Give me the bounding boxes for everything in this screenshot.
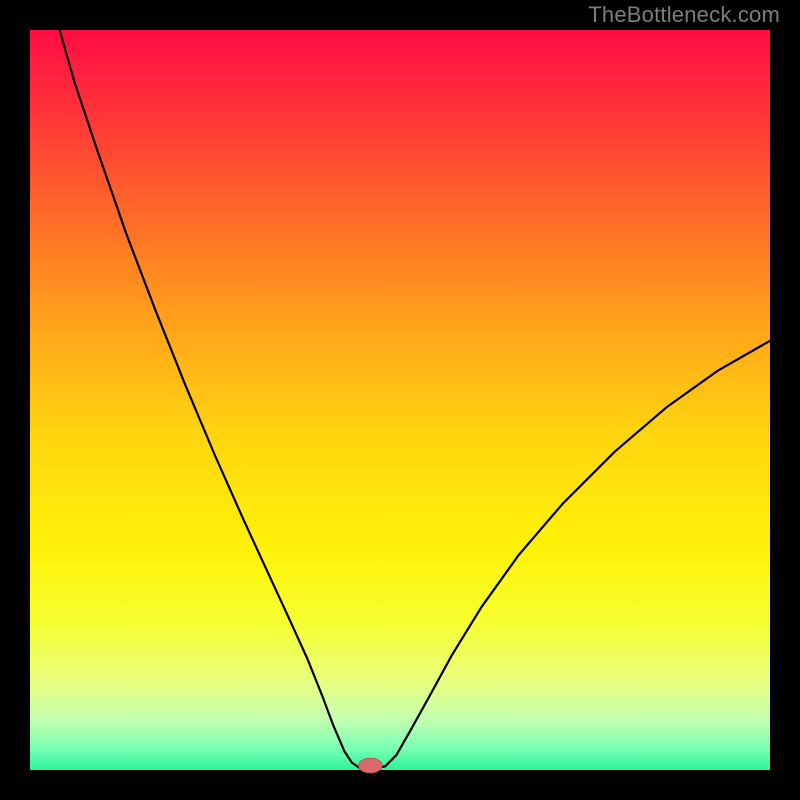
optimum-marker: [359, 758, 383, 773]
plot-background-gradient: [30, 30, 770, 770]
chart-stage: TheBottleneck.com: [0, 0, 800, 800]
bottleneck-chart-svg: [0, 0, 800, 800]
